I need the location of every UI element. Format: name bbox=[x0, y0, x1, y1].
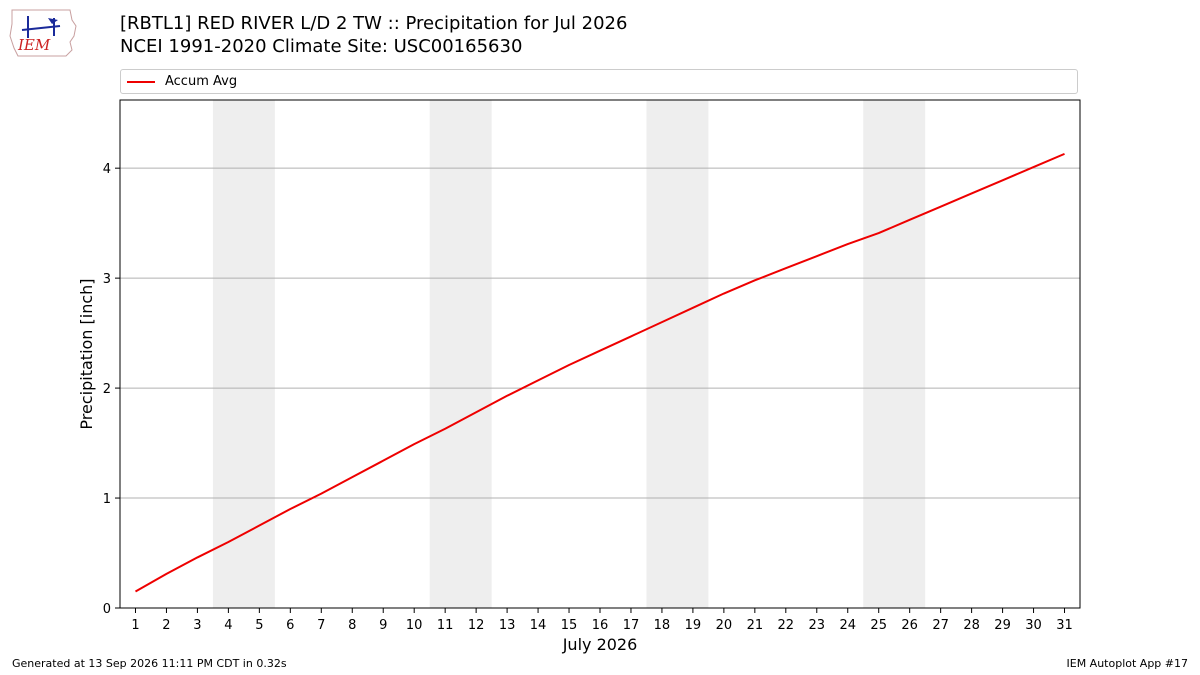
x-tick-label: 3 bbox=[193, 618, 201, 633]
x-tick-label: 1 bbox=[131, 618, 139, 633]
weekend-band bbox=[863, 100, 926, 608]
x-tick-label: 22 bbox=[778, 618, 795, 633]
x-tick-label: 21 bbox=[747, 618, 764, 633]
x-tick-label: 30 bbox=[1025, 618, 1042, 633]
x-tick-label: 7 bbox=[317, 618, 325, 633]
y-tick-label: 3 bbox=[103, 272, 111, 287]
x-tick-label: 14 bbox=[530, 618, 547, 633]
legend-label-accum-avg: Accum Avg bbox=[165, 74, 238, 89]
x-axis-ticks: 1 2 3 4 5 6 7 8 9 10 11 12 13 14 15 16 17 18 19 20 21 22 23 24 2… bbox=[131, 608, 1073, 633]
y-gridlines bbox=[120, 167, 1080, 499]
x-tick-label: 4 bbox=[224, 618, 232, 633]
x-tick-label: 31 bbox=[1056, 618, 1073, 633]
x-tick-label: 16 bbox=[592, 618, 609, 633]
y-tick-label: 0 bbox=[103, 602, 111, 617]
y-tick-label: 2 bbox=[103, 382, 111, 397]
x-tick-label: 2 bbox=[162, 618, 170, 633]
series-layer bbox=[134, 152, 1065, 593]
x-tick-label: 19 bbox=[685, 618, 702, 633]
x-tick-label: 20 bbox=[716, 618, 733, 633]
y-tick-label: 4 bbox=[103, 162, 111, 177]
x-tick-label: 8 bbox=[348, 618, 356, 633]
x-tick-label: 5 bbox=[255, 618, 263, 633]
x-tick-label: 18 bbox=[654, 618, 671, 633]
x-tick-label: 17 bbox=[623, 618, 640, 633]
weekend-bands bbox=[212, 100, 926, 608]
y-axis-label: Precipitation [inch] bbox=[77, 278, 96, 429]
x-tick-label: 10 bbox=[406, 618, 423, 633]
x-tick-label: 13 bbox=[499, 618, 516, 633]
title-line-2: NCEI 1991-2020 Climate Site: USC00165630 bbox=[120, 36, 523, 57]
weekend-band bbox=[429, 100, 492, 608]
iem-logo: IEM bbox=[8, 6, 80, 58]
x-tick-label: 9 bbox=[379, 618, 387, 633]
logo-text: IEM bbox=[17, 36, 51, 54]
series-line-accum-avg bbox=[134, 152, 1065, 593]
weekend-band bbox=[646, 100, 709, 608]
x-tick-label: 27 bbox=[932, 618, 949, 633]
chart-title: [RBTL1] RED RIVER L/D 2 TW :: Precipitat… bbox=[120, 12, 627, 58]
x-tick-label: 24 bbox=[839, 618, 856, 633]
x-tick-label: 12 bbox=[468, 618, 485, 633]
y-tick-label: 1 bbox=[103, 492, 111, 507]
x-tick-label: 11 bbox=[437, 618, 454, 633]
x-tick-label: 26 bbox=[901, 618, 918, 633]
title-line-1: [RBTL1] RED RIVER L/D 2 TW :: Precipitat… bbox=[120, 13, 628, 34]
iem-logo-graphic: IEM bbox=[9, 9, 77, 57]
x-tick-label: 25 bbox=[870, 618, 887, 633]
legend: Accum Avg bbox=[120, 69, 1078, 94]
x-tick-label: 28 bbox=[963, 618, 980, 633]
x-tick-label: 29 bbox=[994, 618, 1011, 633]
x-tick-label: 6 bbox=[286, 618, 294, 633]
legend-swatch-accum-avg bbox=[127, 81, 155, 83]
y-axis-ticks: 0 1 2 3 4 bbox=[103, 162, 120, 617]
x-tick-label: 15 bbox=[561, 618, 578, 633]
x-tick-label: 23 bbox=[809, 618, 826, 633]
generated-timestamp: Generated at 13 Sep 2026 11:11 PM CDT in… bbox=[12, 657, 287, 670]
app-credit: IEM Autoplot App #17 bbox=[1066, 657, 1189, 670]
weekend-band bbox=[212, 100, 275, 608]
x-axis-label: July 2026 bbox=[562, 635, 638, 654]
